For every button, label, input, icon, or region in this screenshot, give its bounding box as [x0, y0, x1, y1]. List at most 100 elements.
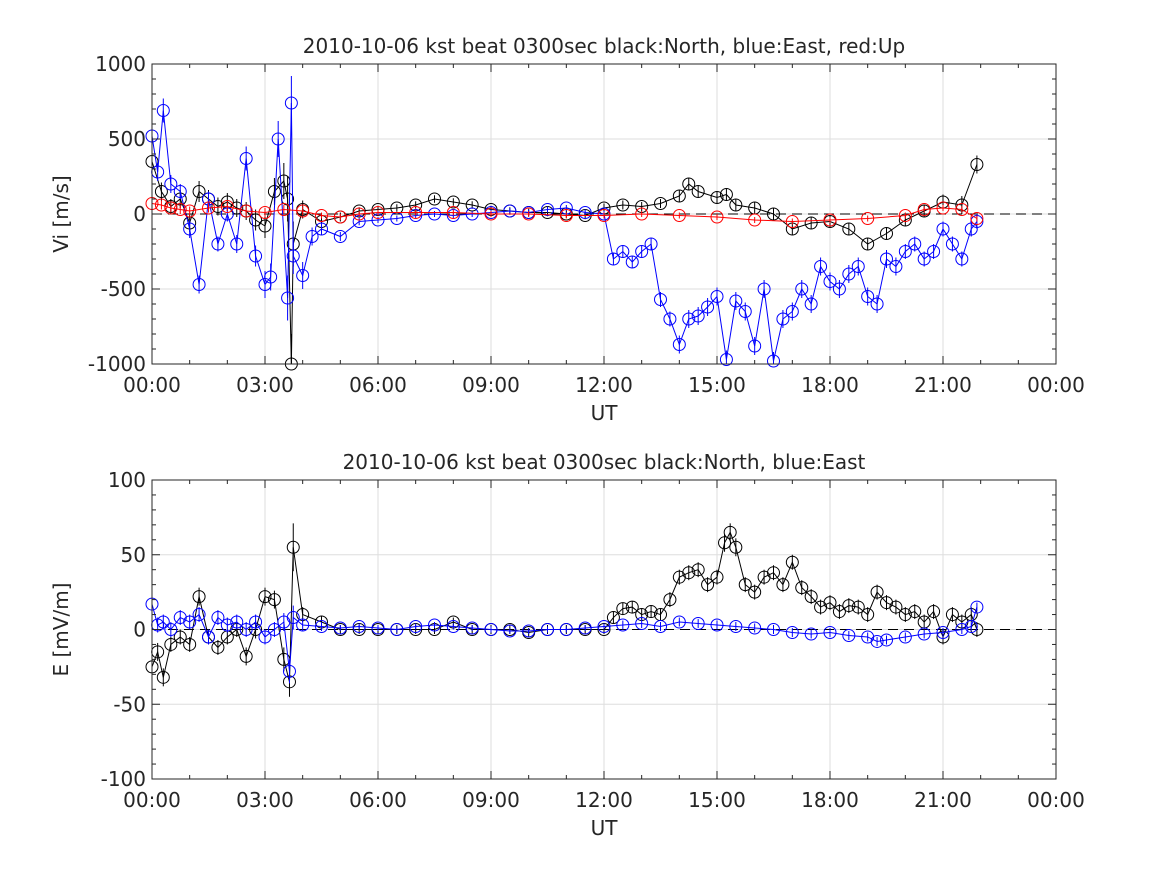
data-point — [719, 353, 733, 366]
data-point — [239, 152, 253, 165]
data-point — [333, 230, 347, 243]
data-point — [465, 621, 479, 635]
data-point — [164, 623, 178, 636]
data-point — [898, 245, 912, 258]
data-point — [211, 237, 225, 251]
data-point — [390, 623, 404, 636]
data-point — [870, 634, 884, 648]
data-point — [804, 627, 818, 641]
data-point — [691, 309, 705, 323]
data-point — [748, 339, 762, 353]
data-point — [267, 185, 281, 198]
data-point — [230, 615, 244, 629]
x-tick-label: 18:00 — [801, 373, 859, 397]
data-point — [644, 237, 658, 251]
electric-field-tick-marks — [151, 479, 1057, 780]
data-point — [352, 623, 366, 636]
data-point — [870, 585, 884, 599]
data-point — [484, 623, 498, 636]
data-point — [710, 618, 724, 632]
data-point — [880, 252, 893, 266]
y-tick-label: 0 — [133, 618, 146, 642]
y-tick-label: 1000 — [95, 52, 146, 76]
data-point — [970, 158, 984, 171]
data-point — [823, 596, 837, 610]
data-point — [267, 623, 281, 636]
data-point — [284, 96, 298, 110]
data-point — [851, 260, 865, 273]
data-point — [156, 670, 170, 684]
data-point — [917, 627, 931, 641]
data-point — [428, 618, 441, 632]
data-point — [804, 216, 818, 230]
data-point — [842, 222, 856, 236]
data-point — [597, 620, 611, 634]
data-point — [842, 628, 856, 642]
y-tick-label: 50 — [121, 543, 146, 567]
data-point — [239, 649, 253, 663]
y-tick-label: -1000 — [88, 352, 146, 376]
data-point — [446, 620, 460, 634]
data-point — [718, 536, 732, 550]
x-tick-label: 06:00 — [349, 373, 407, 397]
data-point — [409, 206, 423, 219]
x-tick-label: 12:00 — [575, 788, 633, 812]
data-point — [814, 260, 828, 273]
data-point — [559, 623, 573, 636]
data-point — [211, 611, 225, 625]
data-point — [691, 563, 705, 577]
data-point — [239, 204, 253, 218]
data-point — [522, 207, 536, 221]
data-point — [484, 207, 498, 221]
data-point — [559, 209, 573, 222]
data-point — [296, 269, 310, 282]
data-point — [785, 625, 799, 639]
data-point — [710, 290, 724, 303]
data-point — [785, 305, 799, 318]
x-tick-label: 00:00 — [1027, 788, 1085, 812]
series-north — [145, 523, 984, 697]
data-point — [767, 566, 780, 580]
data-point — [616, 618, 630, 632]
data-point — [832, 282, 846, 296]
data-point — [785, 215, 799, 228]
data-point — [264, 270, 278, 284]
data-point — [936, 201, 950, 215]
data-point — [164, 637, 178, 651]
data-point — [220, 200, 234, 213]
data-point — [729, 540, 743, 554]
data-point — [446, 206, 460, 219]
data-point — [861, 212, 875, 225]
x-tick-label: 15:00 — [688, 788, 746, 812]
data-point — [757, 282, 771, 296]
data-point — [315, 222, 328, 236]
x-tick-label: 06:00 — [349, 788, 407, 812]
data-point — [710, 570, 724, 584]
data-point — [710, 191, 724, 204]
data-point — [785, 555, 799, 569]
data-point — [446, 195, 460, 209]
data-point — [654, 620, 667, 634]
velocity-chart-title: 2010-10-06 kst beat 0300sec black:North,… — [303, 34, 905, 58]
data-point — [249, 249, 263, 263]
data-point — [192, 608, 206, 622]
data-point — [541, 623, 554, 636]
data-point — [315, 620, 328, 634]
data-point — [880, 227, 893, 240]
data-point — [682, 312, 696, 326]
data-point — [156, 104, 170, 117]
data-point — [503, 204, 517, 218]
y-tick-label: 0 — [133, 202, 146, 226]
data-point — [701, 300, 715, 314]
data-point — [286, 249, 300, 263]
data-point — [239, 623, 253, 636]
data-point — [192, 278, 206, 291]
data-point — [173, 630, 187, 644]
data-point — [541, 203, 554, 216]
x-tick-label: 15:00 — [688, 373, 746, 397]
data-point — [851, 600, 865, 614]
data-point — [333, 210, 347, 224]
data-point — [748, 585, 762, 599]
data-point — [880, 633, 893, 647]
data-point — [616, 245, 630, 258]
